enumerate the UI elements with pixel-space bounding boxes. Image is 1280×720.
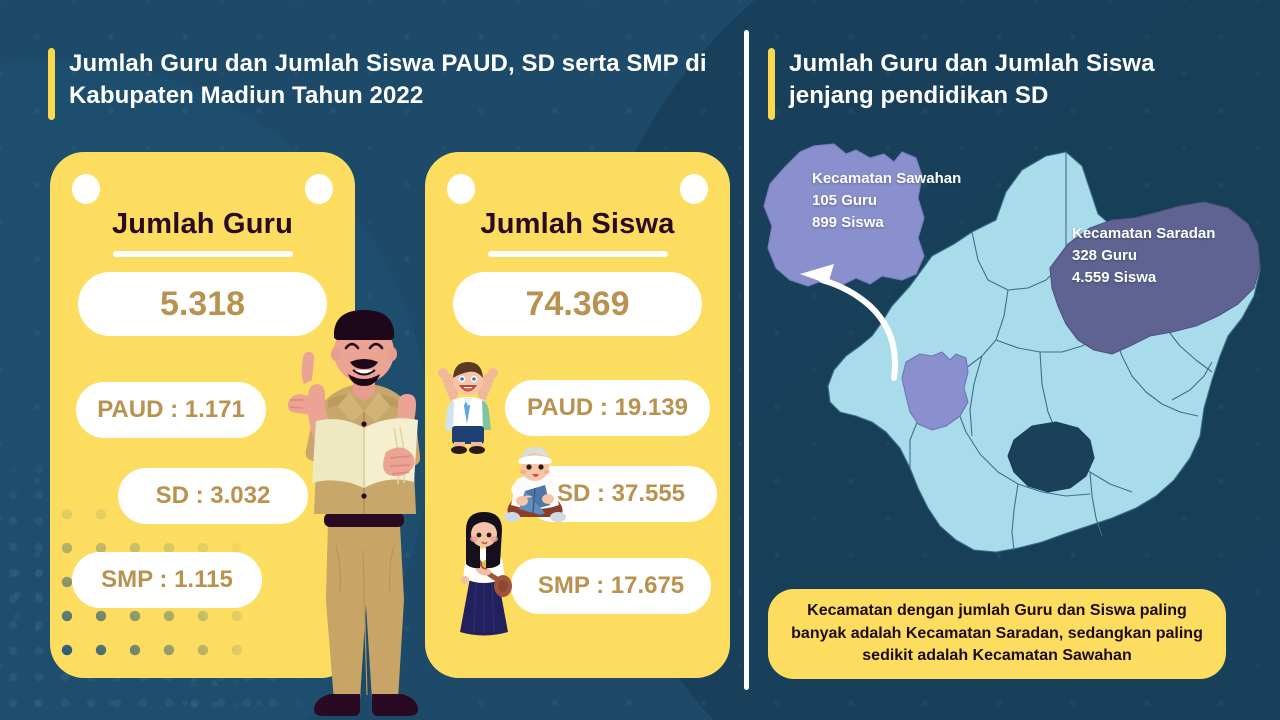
map-label-sawahan: Kecamatan Sawahan 105 Guru 899 Siswa — [812, 168, 961, 234]
map-callout-arrow — [819, 277, 898, 381]
teacher-illustration — [287, 310, 421, 716]
map-caption-text: Kecamatan dengan jumlah Guru dan Siswa p… — [791, 601, 1203, 665]
student-paud-illustration — [438, 362, 498, 454]
right-panel-title: Jumlah Guru dan Jumlah Siswa jenjang pen… — [768, 48, 1238, 120]
stat-pill-smp: SMP : 1.115 — [72, 552, 262, 608]
card-punch-hole-right — [680, 174, 708, 204]
card-punch-hole-left — [72, 174, 100, 204]
card-heading: Jumlah Siswa — [480, 208, 675, 240]
left-panel-title: Jumlah Guru dan Jumlah Siswa PAUD, SD se… — [48, 48, 708, 120]
map-label-saradan-name: Kecamatan Saradan — [1072, 225, 1216, 242]
map-district-sawahan-small — [901, 351, 969, 431]
map-label-sawahan-siswa: 899 Siswa — [812, 213, 884, 231]
panel-divider — [744, 30, 749, 690]
card-total-value: 74.369 — [453, 272, 702, 336]
card-punch-hole-left — [447, 174, 475, 204]
madiun-district-map: Kecamatan Sawahan 105 Guru 899 Siswa Kec… — [760, 140, 1265, 570]
card-heading-underline — [487, 251, 668, 257]
stat-pill-smp: SMP : 17.675 — [511, 558, 711, 614]
map-district-sawahan-callout — [763, 143, 925, 287]
map-svg — [763, 143, 1261, 553]
card-heading-underline — [112, 251, 293, 257]
right-title-text: Jumlah Guru dan Jumlah Siswa jenjang pen… — [789, 50, 1155, 109]
map-label-saradan-siswa: 4.559 Siswa — [1072, 268, 1157, 286]
student-sd-illustration — [504, 447, 566, 522]
map-enclave-kota-madiun — [1007, 421, 1095, 493]
stat-pill-sd: SD : 37.555 — [525, 466, 717, 522]
map-district-saradan — [1049, 201, 1261, 355]
left-title-text: Jumlah Guru dan Jumlah Siswa PAUD, SD se… — [69, 50, 707, 109]
map-caption-box: Kecamatan dengan jumlah Guru dan Siswa p… — [768, 589, 1226, 679]
map-callout-arrowhead — [800, 264, 834, 284]
map-label-saradan: Kecamatan Saradan 328 Guru 4.559 Siswa — [1072, 223, 1215, 289]
map-label-sawahan-guru: 105 Guru — [812, 191, 878, 209]
student-smp-illustration — [460, 512, 512, 636]
card-punch-hole-right — [305, 174, 333, 204]
stat-pill-paud: PAUD : 19.139 — [505, 380, 710, 436]
map-label-saradan-guru: 328 Guru — [1072, 246, 1138, 264]
card-total-value: 5.318 — [78, 272, 327, 336]
map-label-sawahan-name: Kecamatan Sawahan — [812, 170, 962, 187]
title-accent-bar — [48, 48, 55, 120]
card-heading: Jumlah Guru — [111, 208, 294, 240]
stat-pill-paud: PAUD : 1.171 — [76, 382, 266, 438]
stat-pill-sd: SD : 3.032 — [118, 468, 308, 524]
title-accent-bar — [768, 48, 775, 120]
